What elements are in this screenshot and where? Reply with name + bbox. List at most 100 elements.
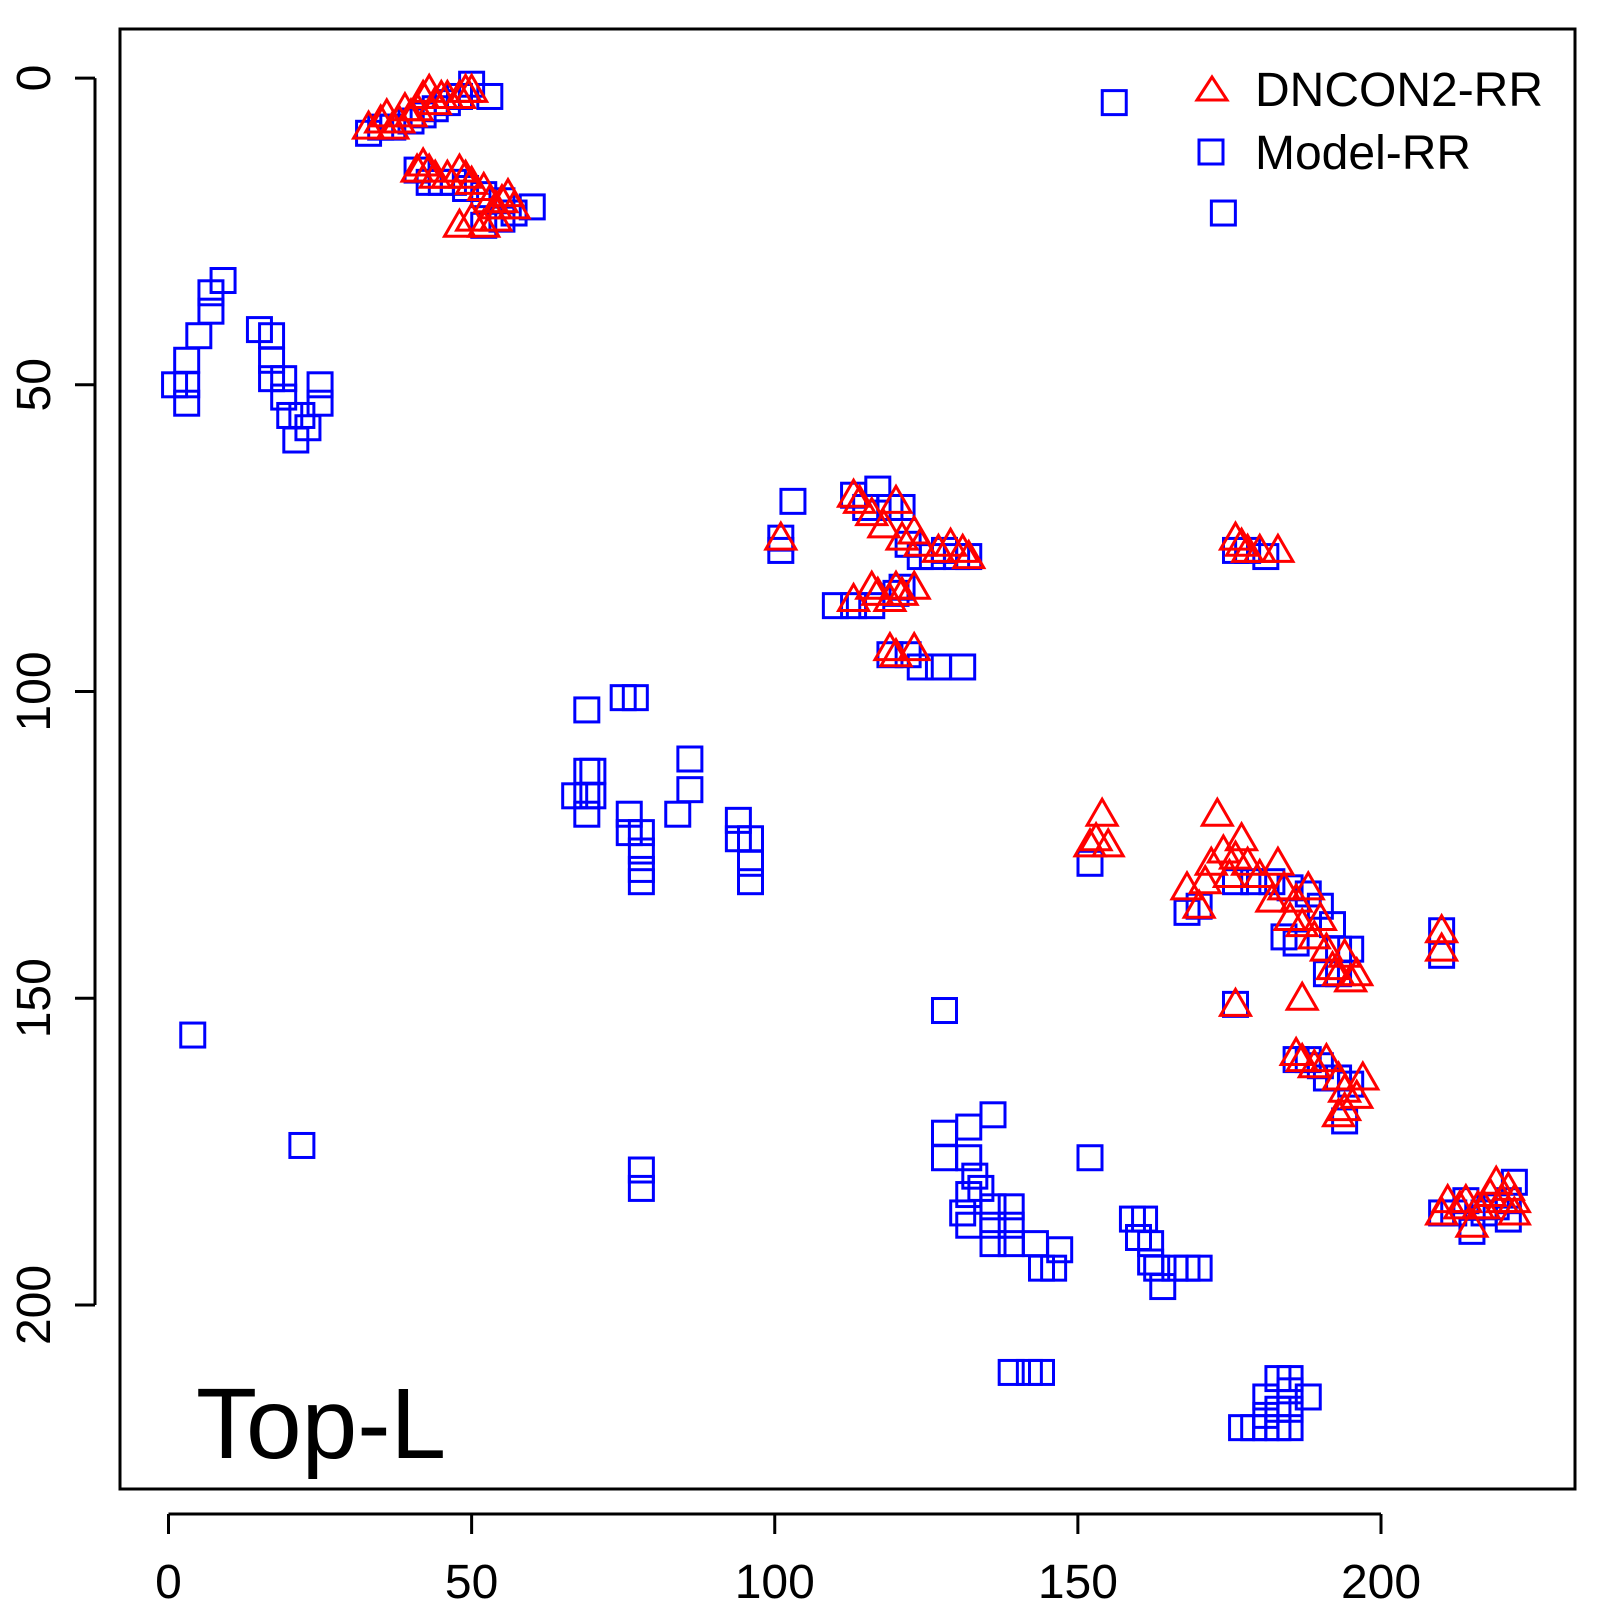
model-rr-point [173, 389, 201, 417]
model-rr-point [1185, 1254, 1213, 1282]
model-rr-point [821, 592, 849, 620]
x-tick-label: 0 [155, 1556, 182, 1600]
dncon2-rr-point [393, 96, 429, 128]
dncon2-rr-point [951, 538, 987, 570]
legend-label-model-rr: Model-RR [1255, 127, 1471, 180]
dncon2-rr-point [1217, 520, 1254, 551]
model-rr-point [173, 346, 201, 374]
dncon2-rr-point [920, 532, 957, 563]
dncon2-rr-point [1230, 845, 1266, 876]
y-tick-label: 200 [8, 1265, 61, 1345]
dncon2-rr-point [429, 158, 465, 189]
model-rr-point [931, 1119, 958, 1147]
model-rr-point [1028, 1358, 1055, 1386]
model-rr-point [579, 757, 607, 785]
model-rr-point [737, 868, 764, 896]
dncon2-rr-point [1333, 961, 1369, 993]
dncon2-rr-point [1266, 869, 1302, 901]
dncon2-rr-point [835, 477, 872, 508]
points-layer [161, 70, 1532, 1442]
model-rr-point [949, 653, 977, 681]
dncon2-rr-point [878, 569, 914, 600]
dncon2-rr-point [1424, 931, 1460, 962]
model-rr-point [306, 389, 334, 417]
model-rr-point [627, 1174, 655, 1202]
model-rr-point [997, 1193, 1025, 1221]
dncon2-rr-point [842, 483, 878, 514]
model-rr-point [676, 745, 704, 773]
model-rr-point [173, 371, 201, 399]
y-tick-label: 0 [8, 65, 61, 92]
model-rr-point [955, 1144, 983, 1172]
dncon2-rr-point [1327, 937, 1363, 968]
model-rr-point [573, 696, 601, 724]
model-rr-point [627, 819, 655, 847]
model-rr-point [997, 1211, 1025, 1239]
dncon2-rr-point [763, 520, 799, 551]
dncon2-rr-point [872, 630, 908, 662]
model-rr-point [573, 800, 601, 828]
model-rr-point [185, 322, 213, 350]
model-rr-point [579, 782, 607, 810]
dncon2-rr-point [866, 507, 902, 539]
model-rr-point [979, 1211, 1007, 1239]
legend-square-marker [1197, 138, 1225, 166]
dncon2-rr-point [454, 72, 490, 103]
model-rr-point [1137, 1248, 1165, 1276]
model-rr-point [997, 1358, 1025, 1386]
model-rr-point [197, 297, 225, 325]
model-rr-point [1264, 1365, 1292, 1393]
dncon2-rr-point [854, 569, 890, 600]
dncon2-rr-point [1181, 888, 1217, 919]
dncon2-rr-point [441, 78, 478, 109]
model-rr-point [573, 757, 601, 785]
model-rr-point [737, 849, 764, 877]
model-rr-point [997, 1230, 1025, 1258]
dncon2-rr-point [466, 207, 502, 238]
y-tick-label: 50 [8, 358, 61, 411]
dncon2-rr-point [1339, 1078, 1375, 1109]
dncon2-rr-point [884, 520, 920, 551]
model-rr-point [1076, 1144, 1104, 1172]
x-tick-label: 150 [1038, 1556, 1118, 1600]
model-rr-point [1100, 89, 1128, 117]
dncon2-rr-point [1284, 980, 1320, 1011]
legend-triangle-marker [1194, 74, 1230, 102]
dncon2-rr-point [1296, 918, 1332, 950]
legend-label-dncon2-rr: DNCON2-RR [1255, 64, 1543, 117]
dncon2-rr-point [441, 152, 478, 183]
model-rr-point [1209, 199, 1237, 227]
model-rr-point [1040, 1254, 1068, 1282]
dncon2-rr-point [1260, 532, 1296, 563]
model-rr-point [627, 868, 655, 896]
x-tick-label: 50 [445, 1556, 498, 1600]
dncon2-rr-point [945, 532, 981, 563]
dncon2-rr-point [1199, 796, 1235, 827]
model-rr-point [1294, 1383, 1322, 1411]
plot-frame [118, 27, 1577, 1491]
model-rr-point [955, 1113, 983, 1141]
dncon2-rr-point [1424, 912, 1460, 944]
model-rr-point [779, 487, 807, 515]
legend: DNCON2-RR Model-RR [1194, 64, 1543, 180]
dncon2-rr-point [854, 495, 890, 527]
model-rr-point [1252, 1401, 1280, 1429]
dncon2-rr-point [1084, 796, 1120, 827]
dncon2-rr-point [1072, 826, 1108, 858]
dncon2-rr-point [878, 483, 914, 514]
dncon2-rr-point [1496, 1182, 1532, 1214]
y-tick-label: 150 [8, 958, 61, 1038]
x-tick-label: 100 [735, 1556, 815, 1600]
model-rr-point [1046, 1236, 1074, 1264]
dncon2-rr-point [1187, 863, 1223, 895]
dncon2-rr-point [1260, 845, 1296, 876]
dncon2-rr-point [1090, 826, 1126, 858]
model-rr-point [270, 365, 298, 393]
dncon2-rr-point [1302, 900, 1338, 931]
dncon2-rr-point [417, 84, 453, 116]
dncon2-rr-point [1339, 955, 1375, 987]
model-rr-point [1282, 929, 1310, 957]
model-rr-point [179, 1021, 207, 1049]
dncon2-rr-point [1290, 869, 1326, 901]
